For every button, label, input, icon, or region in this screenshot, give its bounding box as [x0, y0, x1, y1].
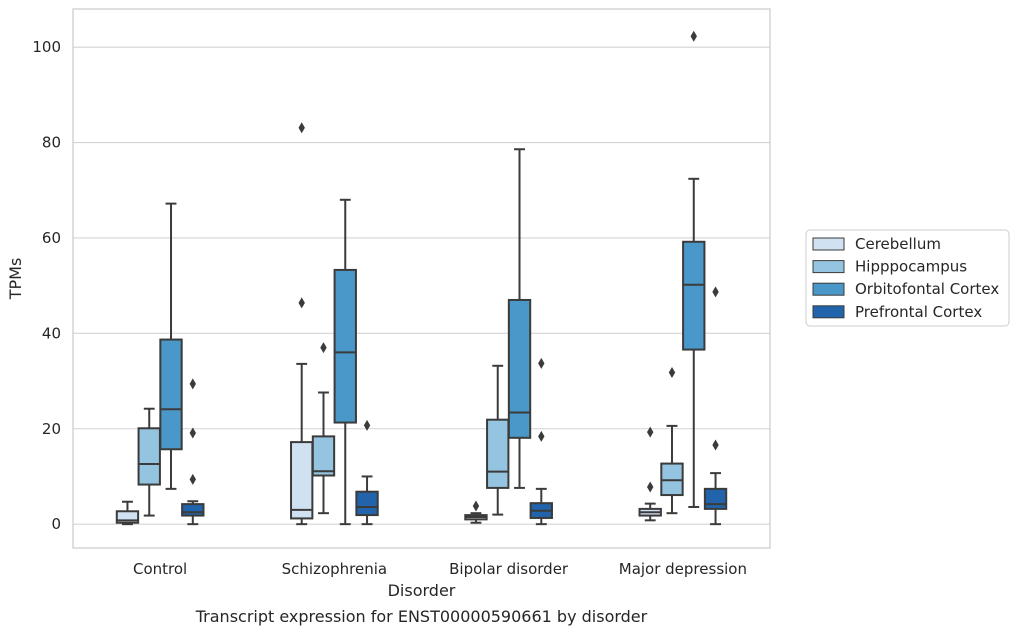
x-axis-label: Disorder — [388, 581, 456, 600]
y-tick-label: 40 — [42, 324, 61, 342]
x-tick-label: Major depression — [619, 560, 747, 578]
outlier-point — [472, 500, 480, 512]
box-3-2 — [682, 30, 706, 508]
y-tick-label: 0 — [51, 515, 61, 533]
box-3-0 — [638, 426, 662, 522]
y-axis-label: TPMs — [6, 258, 25, 301]
legend-entry: Cerebellum — [855, 235, 941, 253]
legend-swatch — [812, 305, 845, 319]
box-body — [311, 435, 336, 477]
box-0-1 — [137, 407, 161, 517]
legend-swatch — [812, 237, 845, 251]
box-3-1 — [660, 366, 684, 515]
outlier-point — [189, 427, 196, 439]
outlier-point — [668, 366, 676, 378]
y-tick-labels: 0 20 40 60 80 100 — [32, 38, 61, 533]
outlier-point — [320, 342, 327, 354]
box-body — [137, 427, 161, 486]
outlier-point — [690, 30, 697, 42]
y-tick-label: 80 — [42, 134, 61, 152]
x-tick-label: Bipolar disorder — [449, 560, 569, 578]
outlier-point — [712, 286, 719, 298]
box-1-2 — [333, 198, 357, 526]
legend: Cerebellum Hipppocampus Orbitofontal Corte… — [805, 229, 1010, 327]
outlier-point — [363, 419, 371, 431]
outlier-point — [712, 439, 719, 451]
box-body — [290, 441, 314, 520]
legend-swatch — [812, 260, 845, 274]
boxplots — [115, 30, 728, 526]
box-body — [333, 268, 357, 424]
plot-background — [73, 9, 770, 548]
box-2-2 — [507, 148, 532, 489]
figure-caption: Transcript expression for ENST0000059066… — [195, 607, 648, 626]
legend-entry: Orbitofontal Cortex — [855, 280, 999, 298]
x-tick-label: Control — [133, 560, 187, 578]
box-body — [703, 487, 728, 510]
outlier-point — [189, 378, 196, 390]
box-body — [486, 418, 510, 489]
plot-frame — [72, 8, 771, 549]
outlier-point — [298, 122, 305, 134]
box-1-0 — [290, 122, 314, 526]
outlier-point — [189, 473, 196, 485]
box-0-3 — [181, 378, 205, 526]
box-3-3 — [703, 286, 728, 526]
box-2-3 — [529, 357, 553, 526]
outlier-point — [538, 430, 545, 442]
y-tick-label: 60 — [42, 229, 61, 247]
box-body — [181, 503, 205, 517]
box-2-1 — [486, 364, 510, 516]
box-0-2 — [159, 202, 183, 490]
outlier-point — [647, 426, 654, 438]
box-body — [115, 510, 140, 524]
outlier-point — [538, 357, 545, 369]
x-tick-label: Schizophrenia — [282, 560, 387, 578]
box-body — [682, 240, 706, 351]
y-tick-label: 100 — [32, 38, 61, 56]
box-0-0 — [115, 500, 140, 526]
y-tick-label: 20 — [42, 420, 61, 438]
legend-frame — [805, 229, 1010, 327]
legend-entry: Prefrontal Cortex — [855, 303, 982, 321]
box-body — [507, 298, 532, 439]
box-body — [159, 338, 183, 451]
legend-entry: Hipppocampus — [855, 258, 967, 276]
outlier-point — [647, 481, 654, 493]
box-2-0 — [464, 500, 488, 524]
box-body — [355, 490, 379, 517]
box-1-3 — [355, 419, 379, 526]
outlier-point — [298, 297, 305, 309]
legend-swatch — [812, 282, 845, 296]
box-1-1 — [311, 342, 336, 515]
x-tick-labels: Control Schizophrenia Bipolar disorder Majo… — [133, 560, 747, 578]
